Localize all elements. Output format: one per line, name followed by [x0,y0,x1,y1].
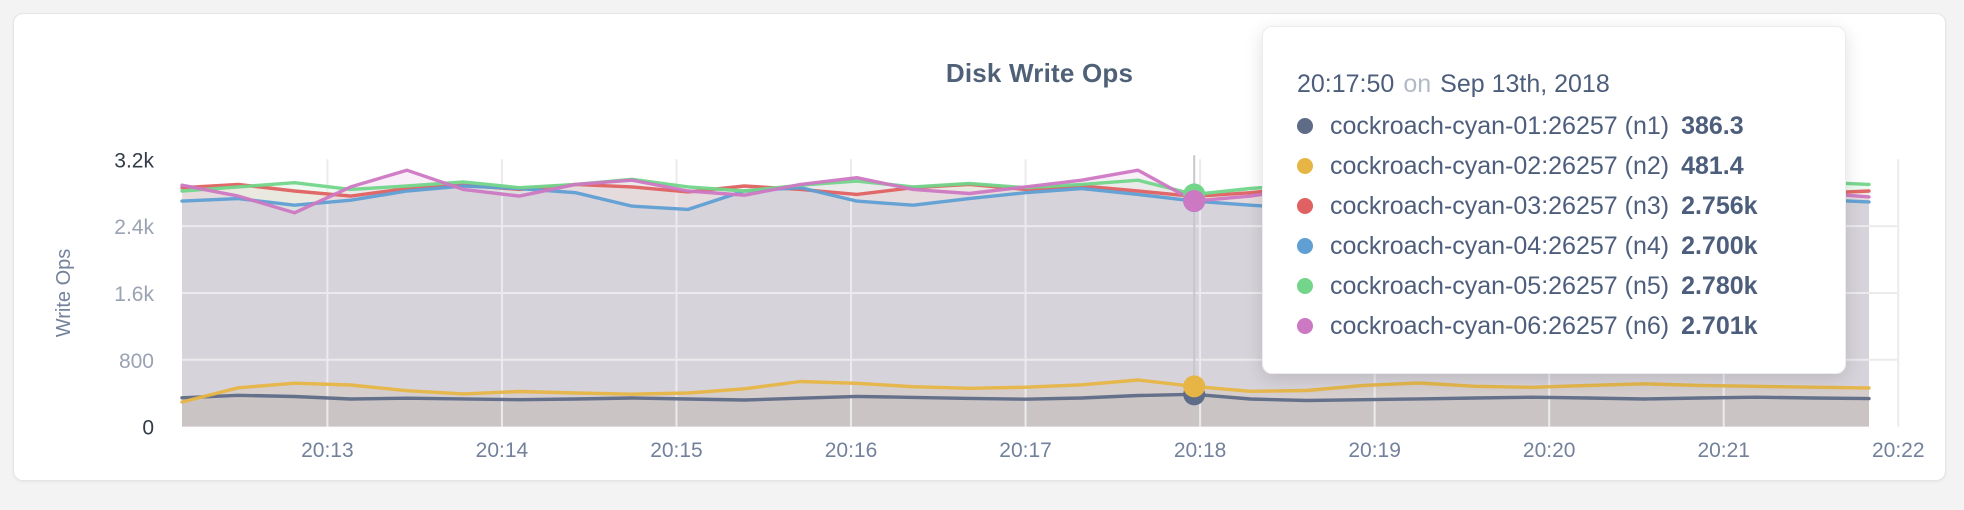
x-axis-tick: 20:17 [999,439,1052,462]
tooltip-header: 20:17:50 on Sep 13th, 2018 [1297,68,1845,100]
y-axis-tick: 3.2k [114,149,154,172]
series-dot-n3 [1297,198,1313,214]
tooltip-date: Sep 13th, 2018 [1440,70,1610,98]
series-dot-n4 [1297,238,1313,254]
x-axis-tick: 20:20 [1523,439,1576,462]
x-axis-tick: 20:13 [301,439,354,462]
series-name-n6: cockroach-cyan-06:26257 (n6) [1330,311,1670,340]
series-dot-n5 [1297,278,1313,294]
series-name-n2: cockroach-cyan-02:26257 (n2) [1330,151,1670,180]
y-axis-tick: 800 [119,350,154,373]
series-value-n3: 2.756k [1681,191,1758,220]
tooltip-time: 20:17:50 [1297,70,1395,98]
x-axis-tick: 20:14 [476,439,529,462]
series-value-n4: 2.700k [1681,231,1758,260]
hover-dot-2 [1183,375,1206,398]
x-axis-tick: 20:15 [650,439,703,462]
series-dot-n1 [1297,118,1313,134]
series-value-n2: 481.4 [1681,151,1744,180]
chart-title: Disk Write Ops [945,58,1134,88]
series-value-n5: 2.780k [1681,271,1758,300]
hover-tooltip: 20:17:50 on Sep 13th, 2018 cockroach-cyan-… [1262,26,1846,374]
tooltip-row-n1: cockroach-cyan-01:26257 (n1) 386.3 [1297,106,1744,146]
tooltip-row-n2: cockroach-cyan-02:26257 (n2) 481.4 [1297,146,1744,186]
series-value-n1: 386.3 [1681,111,1744,140]
tooltip-row-n5: cockroach-cyan-05:26257 (n5) 2.780k [1297,266,1758,306]
x-axis-tick: 20:22 [1872,439,1925,462]
series-line-1 [180,392,1871,403]
chart-panel: Disk Write Ops 0 800 1.6k 2.4k 3.2k 20:13 20:1… [13,13,1946,481]
y-axis-tick: 0 [142,417,154,440]
tooltip-row-n3: cockroach-cyan-03:26257 (n3) 2.756k [1297,186,1758,226]
hover-dot-6 [1183,189,1206,212]
series-dot-n6 [1297,318,1313,334]
series-value-n6: 2.701k [1681,311,1758,340]
series-name-n4: cockroach-cyan-04:26257 (n4) [1330,231,1670,260]
y-axis-tick: 2.4k [114,216,154,239]
series-name-n5: cockroach-cyan-05:26257 (n5) [1330,271,1670,300]
x-axis-tick: 20:18 [1174,439,1227,462]
series-name-n1: cockroach-cyan-01:26257 (n1) [1330,111,1670,140]
series-name-n3: cockroach-cyan-03:26257 (n3) [1330,191,1670,220]
y-axis-title: Write Ops [53,249,75,338]
x-axis-tick: 20:21 [1697,439,1750,462]
tooltip-row-n4: cockroach-cyan-04:26257 (n4) 2.700k [1297,226,1758,266]
series-dot-n2 [1297,158,1313,174]
x-axis-tick: 20:16 [825,439,878,462]
y-axis-tick: 1.6k [114,283,154,306]
x-axis-tick: 20:19 [1348,439,1401,462]
tooltip-on-label: on [1403,70,1432,98]
tooltip-row-n6: cockroach-cyan-06:26257 (n6) 2.701k [1297,306,1758,346]
series-line-2 [180,378,1871,404]
